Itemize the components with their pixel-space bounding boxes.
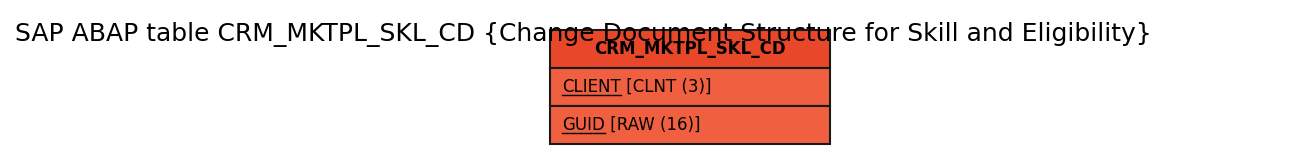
Bar [549, 68, 830, 106]
Bar [549, 30, 830, 68]
Bar [549, 106, 830, 144]
Text: GUID: GUID [562, 116, 606, 134]
Text: [CLNT (3)]: [CLNT (3)] [621, 78, 711, 96]
Text: CRM_MKTPL_SKL_CD: CRM_MKTPL_SKL_CD [594, 40, 786, 58]
Text: SAP ABAP table CRM_MKTPL_SKL_CD {Change Document Structure for Skill and Eligibi: SAP ABAP table CRM_MKTPL_SKL_CD {Change … [14, 22, 1152, 47]
Text: [RAW (16)]: [RAW (16)] [606, 116, 701, 134]
Text: CLIENT: CLIENT [562, 78, 621, 96]
